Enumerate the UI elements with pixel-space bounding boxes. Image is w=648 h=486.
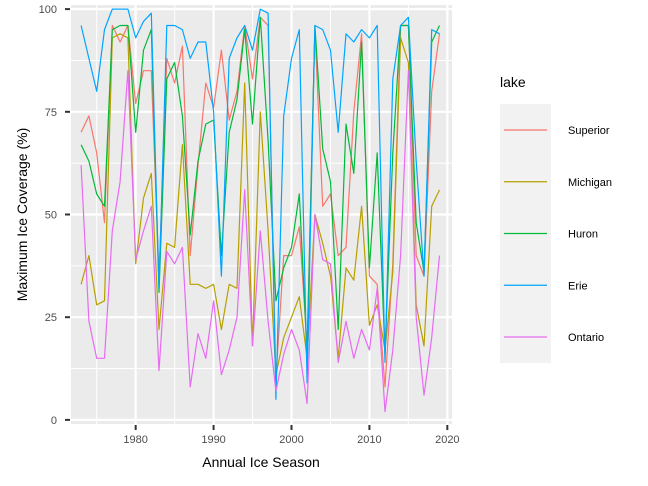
legend-label-michigan: Michigan bbox=[568, 177, 612, 189]
legend-title: lake bbox=[500, 74, 526, 90]
legend-label-huron: Huron bbox=[568, 229, 598, 241]
series-line-ontario bbox=[80, 70, 441, 413]
series-line-huron bbox=[80, 16, 441, 355]
legend: lake Superior Michigan Huron Erie Ontario bbox=[500, 74, 612, 363]
y-tick-label: 0 bbox=[51, 415, 57, 427]
x-tick-label: 1980 bbox=[123, 434, 147, 446]
series-line-michigan bbox=[80, 33, 441, 376]
series-line-erie bbox=[80, 8, 440, 400]
legend-label-superior: Superior bbox=[568, 125, 610, 137]
y-axis-title: Maximum Ice Coverage (%) bbox=[14, 128, 30, 302]
y-tick-label: 75 bbox=[45, 107, 57, 119]
x-axis-title: Annual Ice Season bbox=[202, 454, 320, 470]
y-axis: 0 25 50 75 100 bbox=[39, 4, 70, 427]
y-tick-label: 25 bbox=[45, 312, 57, 324]
x-axis: 1980 1990 2000 2010 2020 bbox=[123, 425, 460, 446]
x-tick-label: 2000 bbox=[279, 434, 303, 446]
x-tick-label: 2010 bbox=[357, 434, 381, 446]
legend-items: Superior Michigan Huron Erie Ontario bbox=[504, 125, 612, 344]
x-tick-label: 2020 bbox=[435, 434, 459, 446]
legend-label-erie: Erie bbox=[568, 280, 588, 292]
y-tick-label: 100 bbox=[39, 4, 57, 16]
y-tick-label: 50 bbox=[45, 210, 57, 222]
legend-label-ontario: Ontario bbox=[568, 332, 604, 344]
x-tick-label: 1990 bbox=[201, 434, 225, 446]
series-lines bbox=[80, 8, 441, 413]
